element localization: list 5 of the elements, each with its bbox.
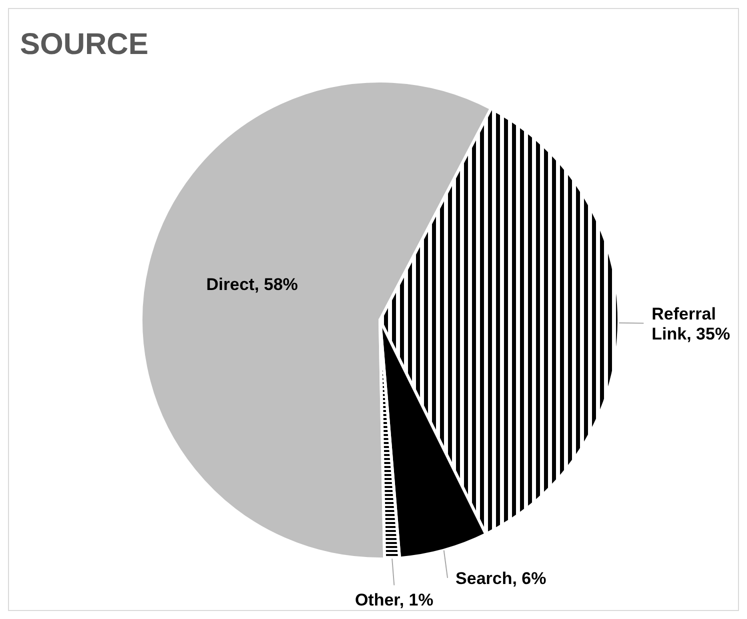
chart-title: SOURCE [20,28,148,61]
slice-label: Search, 6% [456,568,546,588]
slice-label: Other, 1% [354,590,434,610]
slice-label: Direct, 58% [206,274,298,294]
slice-label: Referral Link, 35% [652,304,730,344]
